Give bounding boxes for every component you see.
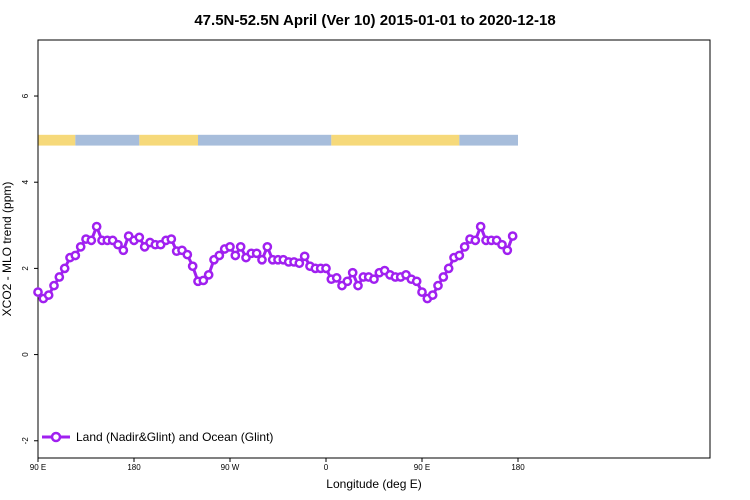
data-point <box>353 280 363 291</box>
data-point <box>198 275 209 286</box>
data-point <box>182 249 193 260</box>
data-point <box>187 261 198 272</box>
legend-marker <box>50 431 62 443</box>
data-point <box>475 221 486 232</box>
data-point <box>166 234 177 244</box>
data-point <box>251 248 262 259</box>
data-point <box>331 273 342 283</box>
data-point <box>225 241 235 252</box>
data-point <box>54 272 65 282</box>
band-segment-ocean <box>75 134 140 146</box>
data-point <box>433 280 443 291</box>
x-tick-label: 90 W <box>221 463 240 472</box>
band-segment-ocean <box>459 134 518 146</box>
data-point <box>235 241 246 252</box>
data-point <box>49 280 59 291</box>
data-point <box>134 232 145 243</box>
y-axis-ticks: -2 0 2 4 6 <box>21 93 38 444</box>
data-point <box>443 263 454 274</box>
data-point <box>33 287 43 297</box>
chart-title: 47.5N-52.5N April (Ver 10) 2015-01-01 to… <box>194 12 555 29</box>
data-point <box>411 276 422 287</box>
data-point <box>118 245 129 256</box>
data-point <box>459 241 470 252</box>
data-point <box>230 250 241 261</box>
x-axis-ticks: 90 E 180 90 W 0 90 E 180 <box>30 458 525 472</box>
x-axis-label: Longitude (deg E) <box>326 477 421 491</box>
y-tick-label: -2 <box>21 437 30 445</box>
band-segment-land <box>139 134 198 146</box>
data-point <box>91 221 102 232</box>
legend-label: Land (Nadir&Glint) and Ocean (Glint) <box>76 430 273 444</box>
data-point <box>454 250 465 261</box>
data-point <box>86 235 97 246</box>
y-tick-label: 0 <box>21 352 30 357</box>
data-point <box>369 274 379 285</box>
data-point <box>214 250 225 261</box>
legend: Land (Nadir&Glint) and Ocean (Glint) <box>42 430 273 444</box>
band-segment-land <box>331 134 460 146</box>
data-point <box>257 254 267 265</box>
data-point <box>342 276 353 287</box>
y-tick-label: 4 <box>21 179 30 184</box>
data-point <box>70 250 81 261</box>
series-layer <box>33 221 518 304</box>
data-point <box>438 272 449 282</box>
x-tick-label: 90 E <box>414 463 430 472</box>
data-point <box>470 235 481 246</box>
data-point <box>497 239 507 250</box>
data-point <box>347 267 358 278</box>
data-point <box>427 290 438 300</box>
band-segment-land <box>38 134 76 146</box>
x-tick-label: 0 <box>324 463 329 472</box>
data-point <box>299 251 310 262</box>
data-point <box>294 258 305 269</box>
data-point <box>203 270 214 280</box>
y-tick-label: 2 <box>21 266 30 271</box>
y-axis-label: XCO2 - MLO trend (ppm) <box>0 182 14 317</box>
plot-frame <box>37 39 711 459</box>
y-tick-label: 6 <box>21 93 30 98</box>
x-tick-label: 180 <box>511 463 525 472</box>
data-point <box>59 263 70 274</box>
x-tick-label: 90 E <box>30 463 46 472</box>
data-point <box>262 241 273 252</box>
band-segment-ocean <box>198 134 332 146</box>
data-point <box>75 241 86 252</box>
surface-band <box>38 134 518 146</box>
data-point <box>507 231 518 241</box>
data-point <box>417 287 427 297</box>
x-tick-label: 180 <box>127 463 141 472</box>
data-point <box>43 290 54 300</box>
data-point <box>321 263 331 274</box>
data-point <box>113 239 123 250</box>
data-point <box>502 245 513 256</box>
